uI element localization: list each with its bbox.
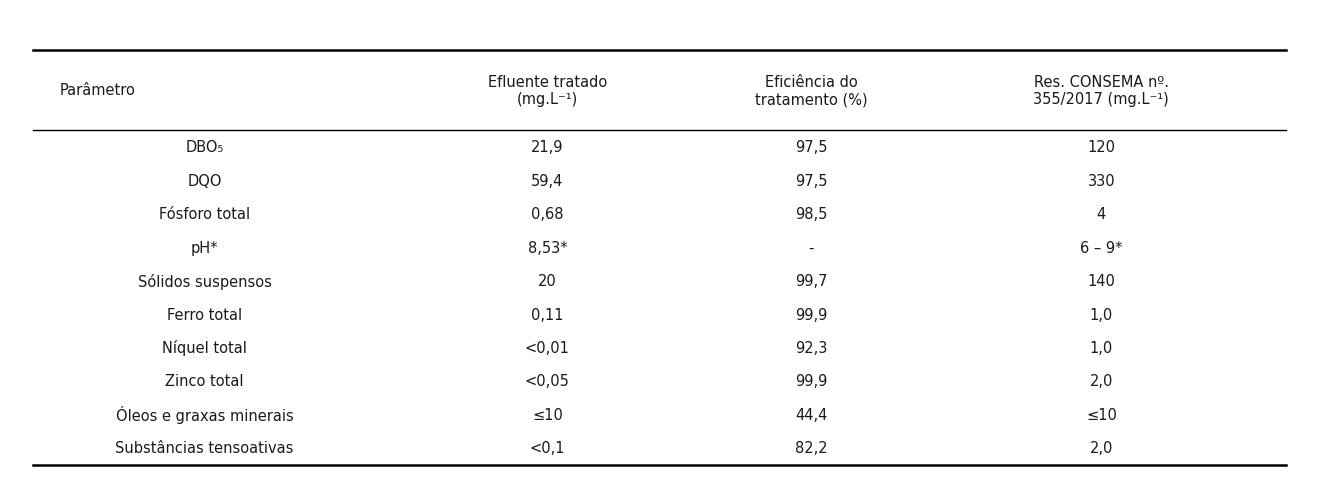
Text: 59,4: 59,4 bbox=[532, 173, 563, 188]
Text: 99,9: 99,9 bbox=[795, 374, 827, 389]
Text: 2,0: 2,0 bbox=[1089, 374, 1113, 389]
Text: Eficiência do
tratamento (%): Eficiência do tratamento (%) bbox=[754, 75, 868, 107]
Text: -: - bbox=[809, 240, 814, 255]
Text: DBO₅: DBO₅ bbox=[185, 140, 224, 155]
Text: 98,5: 98,5 bbox=[795, 207, 827, 222]
Text: 44,4: 44,4 bbox=[795, 407, 827, 422]
Text: 92,3: 92,3 bbox=[795, 340, 827, 355]
Text: 20: 20 bbox=[538, 273, 557, 288]
Text: 82,2: 82,2 bbox=[795, 440, 827, 455]
Text: 2,0: 2,0 bbox=[1089, 440, 1113, 455]
Text: Sólidos suspensos: Sólidos suspensos bbox=[137, 273, 272, 289]
Text: Ferro total: Ferro total bbox=[168, 307, 241, 322]
Text: Parâmetro: Parâmetro bbox=[59, 83, 136, 98]
Text: 330: 330 bbox=[1088, 173, 1115, 188]
Text: 4: 4 bbox=[1096, 207, 1107, 222]
Text: 97,5: 97,5 bbox=[795, 140, 827, 155]
Text: ≤10: ≤10 bbox=[1086, 407, 1117, 422]
Text: Substâncias tensoativas: Substâncias tensoativas bbox=[115, 440, 294, 455]
Text: <0,01: <0,01 bbox=[525, 340, 570, 355]
Text: 140: 140 bbox=[1087, 273, 1116, 288]
Text: 1,0: 1,0 bbox=[1089, 307, 1113, 322]
Text: 120: 120 bbox=[1087, 140, 1116, 155]
Text: ≤10: ≤10 bbox=[532, 407, 563, 422]
Text: 0,68: 0,68 bbox=[532, 207, 563, 222]
Text: 0,11: 0,11 bbox=[532, 307, 563, 322]
Text: Zinco total: Zinco total bbox=[165, 374, 244, 389]
Text: pH*: pH* bbox=[191, 240, 218, 255]
Text: Níquel total: Níquel total bbox=[162, 340, 247, 356]
Text: DQO: DQO bbox=[187, 173, 222, 188]
Text: Efluente tratado
(mg.L⁻¹): Efluente tratado (mg.L⁻¹) bbox=[488, 75, 607, 107]
Text: Óleos e graxas minerais: Óleos e graxas minerais bbox=[116, 406, 293, 424]
Text: 1,0: 1,0 bbox=[1089, 340, 1113, 355]
Text: 8,53*: 8,53* bbox=[528, 240, 567, 255]
Text: Fósforo total: Fósforo total bbox=[158, 207, 251, 222]
Text: <0,05: <0,05 bbox=[525, 374, 570, 389]
Text: Res. CONSEMA nº.
355/2017 (mg.L⁻¹): Res. CONSEMA nº. 355/2017 (mg.L⁻¹) bbox=[1034, 75, 1169, 107]
Text: 99,9: 99,9 bbox=[795, 307, 827, 322]
Text: 97,5: 97,5 bbox=[795, 173, 827, 188]
Text: <0,1: <0,1 bbox=[530, 440, 565, 455]
Text: 6 – 9*: 6 – 9* bbox=[1080, 240, 1122, 255]
Text: 21,9: 21,9 bbox=[532, 140, 563, 155]
Text: 99,7: 99,7 bbox=[795, 273, 827, 288]
